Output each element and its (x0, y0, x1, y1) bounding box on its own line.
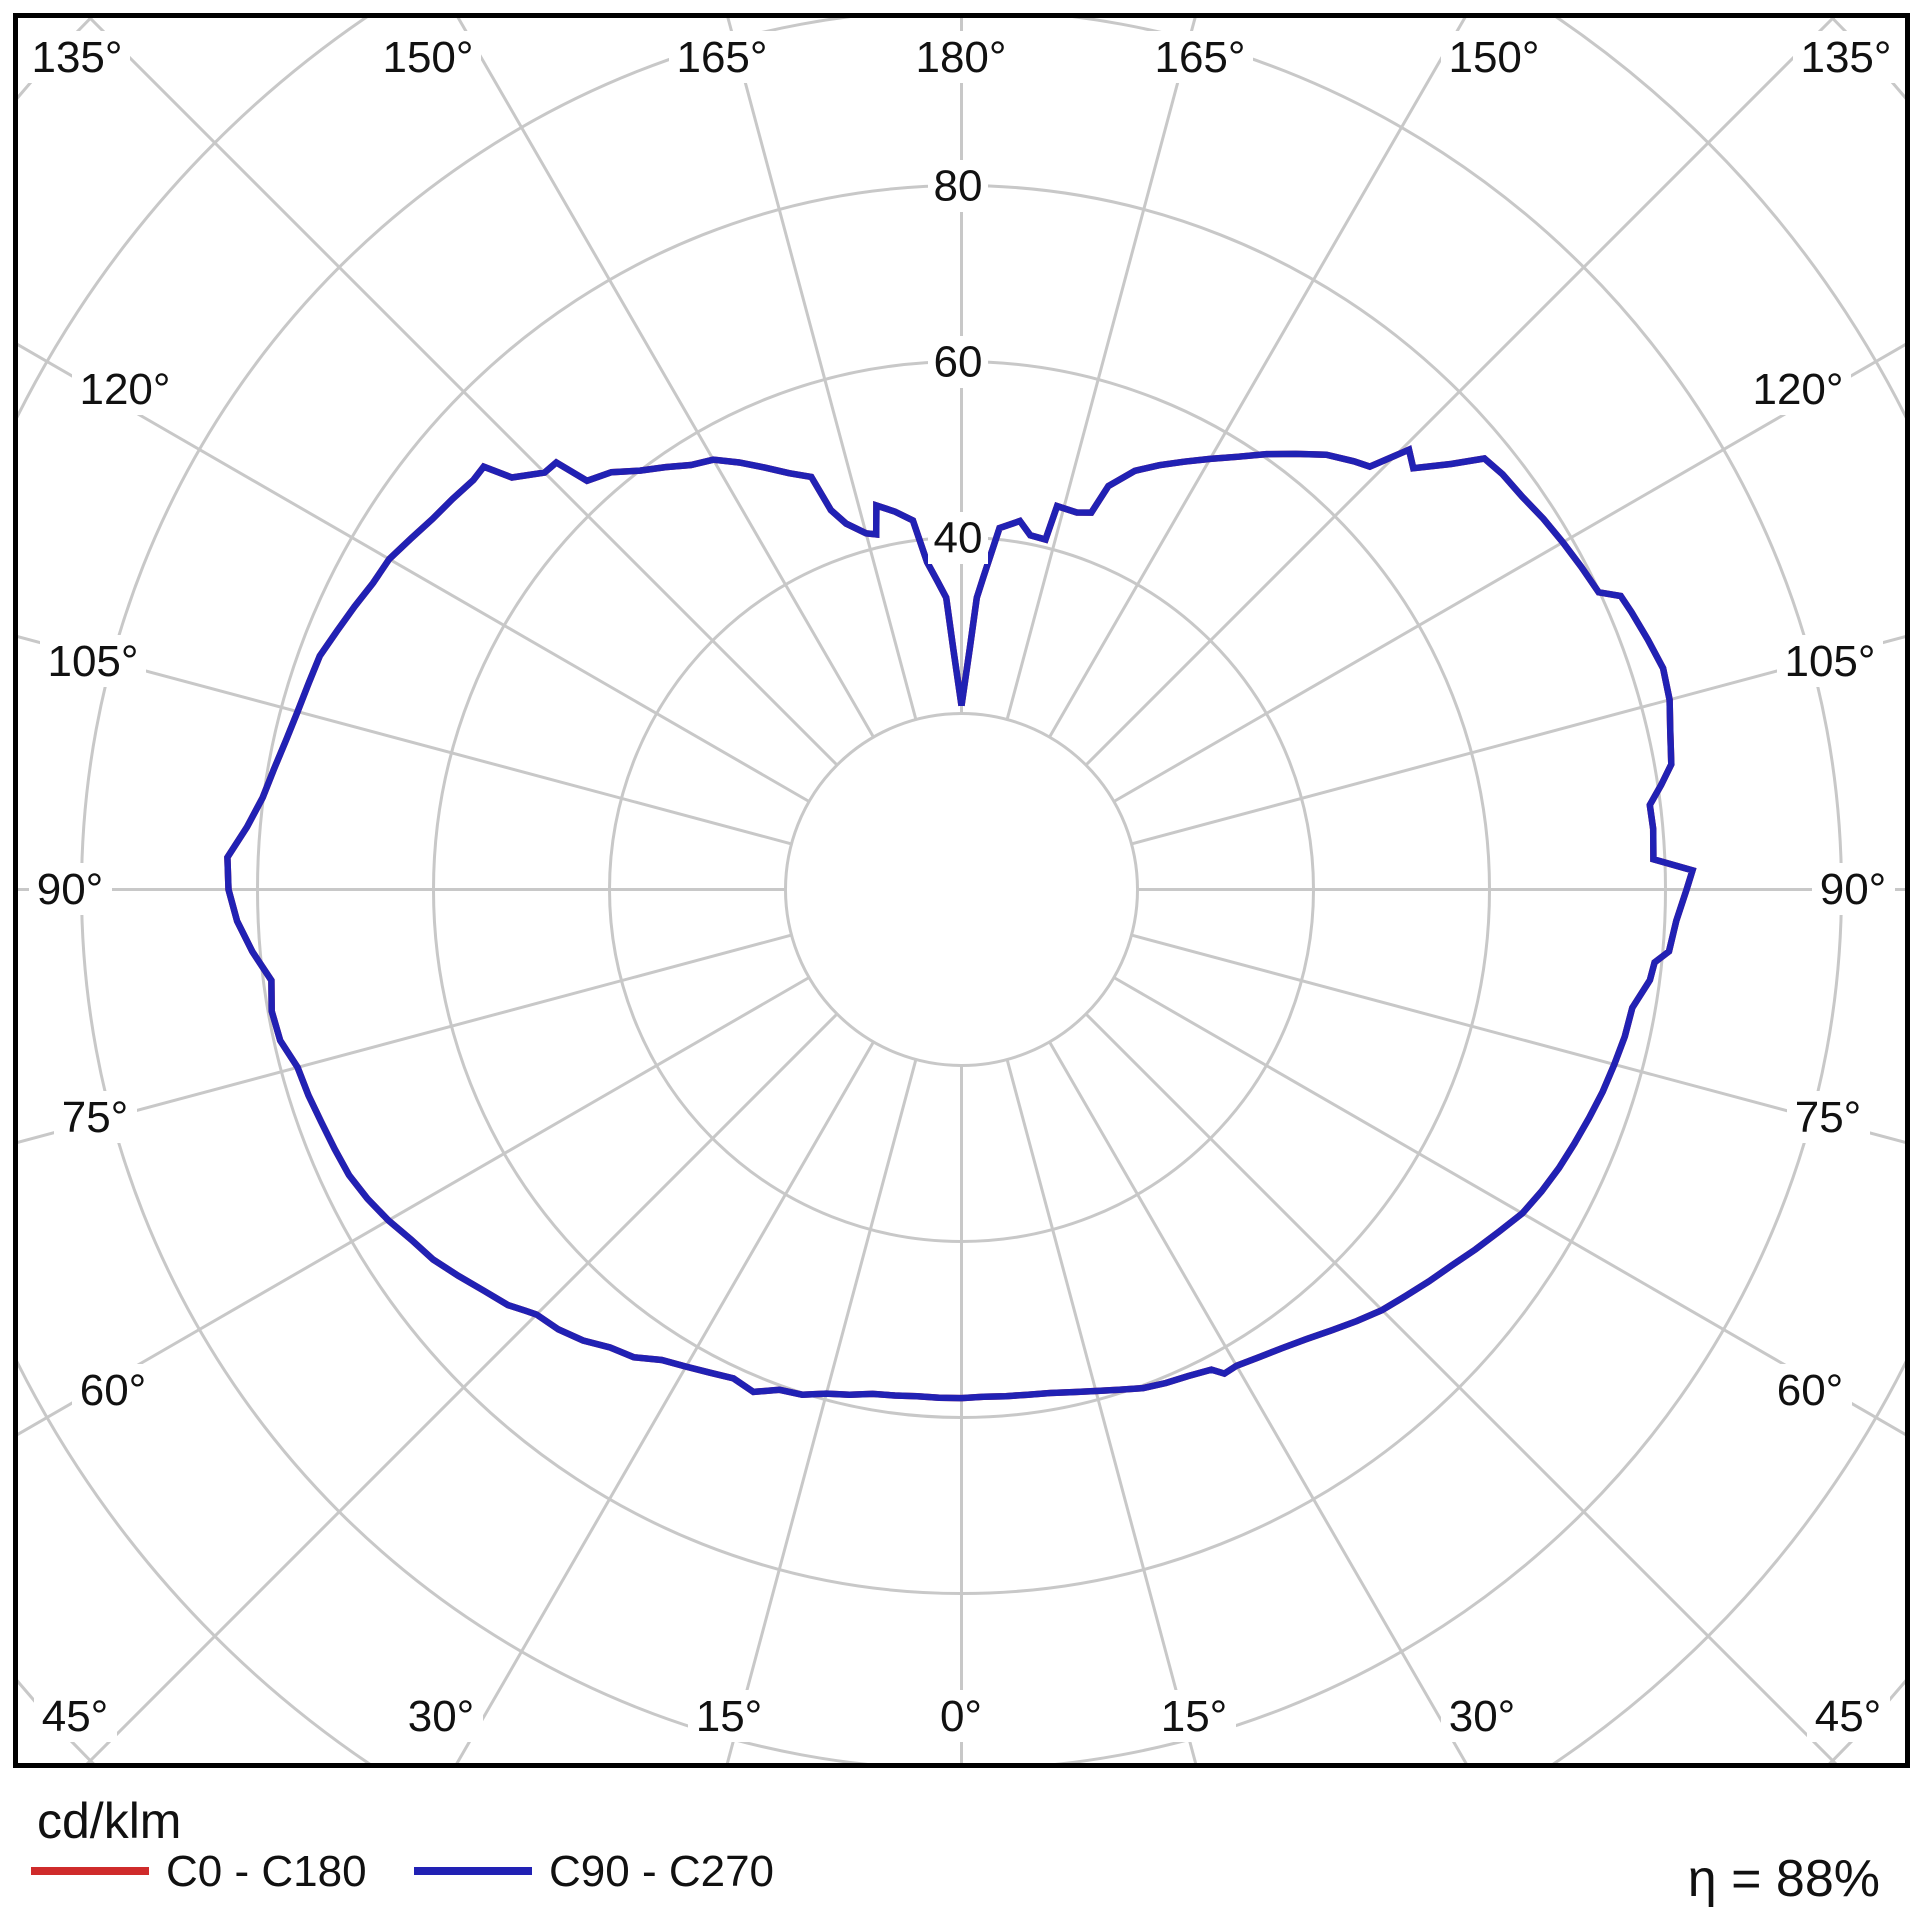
angle-label-left-3: 75° (62, 1093, 129, 1142)
angle-radial-line-300 (1048, 18, 1467, 738)
angle-label-bottom-3: 0° (940, 1692, 982, 1741)
radial-tick-label-80: 80 (934, 162, 983, 211)
angle-label-right-3-bg (1787, 1091, 1870, 1143)
angle-label-left-0-bg (72, 363, 178, 415)
angle-label-right-2: 90° (1820, 865, 1887, 914)
angle-label-bottom-1: 30° (408, 1692, 475, 1741)
efficiency-label: η = 88% (1688, 1850, 1880, 1908)
angle-label-left-2: 90° (37, 865, 104, 914)
angle-radial-line-165 (18, 933, 792, 1144)
angle-label-left-2-bg (29, 863, 112, 915)
angle-radial-line-195 (18, 635, 792, 846)
angle-label-bottom-5: 30° (1449, 1692, 1516, 1741)
angle-label-right-2-bg (1812, 863, 1895, 915)
angle-radial-line-285 (1005, 18, 1197, 720)
legend-item-c0-c180: C0 - C180 (31, 1847, 367, 1896)
angle-label-right-0: 120° (1752, 365, 1843, 414)
angle-radial-line-210 (18, 343, 810, 803)
angle-label-top-0: 135° (31, 33, 122, 82)
radial-unit-label: cd/klm (37, 1793, 181, 1849)
angle-label-bottom-0-bg (34, 1690, 117, 1742)
angle-label-bottom-4-bg (1153, 1690, 1236, 1742)
plot-border (13, 13, 1910, 1768)
angle-label-bottom-6: 45° (1815, 1692, 1882, 1741)
angle-radial-line-345 (1131, 635, 1905, 846)
angle-label-right-4-bg (1769, 1364, 1852, 1416)
angle-label-right-1: 105° (1784, 637, 1875, 686)
angle-label-left-4-bg (72, 1364, 155, 1416)
angle-radial-line-15 (1131, 933, 1905, 1144)
angle-label-top-0-bg (24, 31, 130, 83)
angle-label-top-1: 150° (382, 33, 473, 82)
angle-radial-line-105 (725, 1059, 918, 1763)
angle-label-bottom-5-bg (1441, 1690, 1524, 1742)
radial-tick-label-80-bg (928, 160, 988, 212)
angle-radial-line-30 (1113, 976, 1905, 1436)
angle-label-bottom-2: 15° (696, 1692, 763, 1741)
angle-label-bottom-2-bg (688, 1690, 771, 1742)
angle-label-top-2: 165° (676, 33, 767, 82)
angle-radial-line-240 (456, 18, 875, 738)
legend-label-c90-c270: C90 - C270 (549, 1847, 774, 1896)
angle-label-top-1-bg (375, 31, 481, 83)
angle-label-top-5-bg (1441, 31, 1547, 83)
angle-label-right-1-bg (1777, 635, 1883, 687)
legend: C0 - C180 C90 - C270 (31, 1847, 774, 1896)
angle-label-top-3: 180° (915, 33, 1006, 82)
angle-radial-line-75 (1005, 1059, 1198, 1763)
legend-item-c90-c270: C90 - C270 (414, 1847, 774, 1896)
c90-c270-curve (224, 445, 1697, 1402)
angle-radial-line-255 (726, 18, 918, 720)
angle-label-left-4: 60° (80, 1366, 147, 1415)
angle-label-bottom-1-bg (400, 1690, 483, 1742)
angle-label-top-6: 135° (1800, 33, 1891, 82)
angle-radial-line-330 (1113, 343, 1905, 803)
angle-label-top-2-bg (669, 31, 775, 83)
angle-label-bottom-0: 45° (42, 1692, 109, 1741)
angle-label-left-3-bg (54, 1091, 137, 1143)
radial-tick-label-40: 40 (934, 514, 983, 563)
angle-label-left-1: 105° (47, 637, 138, 686)
angle-label-top-5: 150° (1448, 33, 1539, 82)
angle-label-top-4-bg (1147, 31, 1253, 83)
angle-label-left-1-bg (40, 635, 146, 687)
angle-radial-line-120 (455, 1041, 875, 1763)
radial-tick-label-60-bg (928, 336, 988, 388)
angle-label-left-0: 120° (79, 365, 170, 414)
intensity-curves (224, 445, 1697, 1402)
angle-label-right-0-bg (1745, 363, 1851, 415)
angle-label-right-4: 60° (1777, 1366, 1844, 1415)
angle-label-top-6-bg (1793, 31, 1899, 83)
angle-label-bottom-3-bg (931, 1690, 991, 1742)
angle-label-bottom-4: 15° (1161, 1692, 1228, 1741)
angle-label-right-3: 75° (1795, 1093, 1862, 1142)
legend-label-c0-c180: C0 - C180 (166, 1847, 367, 1896)
angle-label-top-4: 165° (1154, 33, 1245, 82)
angle-radial-line-150 (18, 976, 810, 1436)
angle-label-bottom-6-bg (1807, 1690, 1890, 1742)
radial-tick-label-60: 60 (934, 338, 983, 387)
angle-label-top-3-bg (908, 31, 1014, 83)
angle-radial-line-60 (1048, 1041, 1468, 1763)
axis-labels: 135° 150° 165° 180° 165° 150° 135° 45° 30° 15° 0° 1… (24, 31, 1899, 1742)
radial-tick-label-40-bg (928, 512, 988, 564)
